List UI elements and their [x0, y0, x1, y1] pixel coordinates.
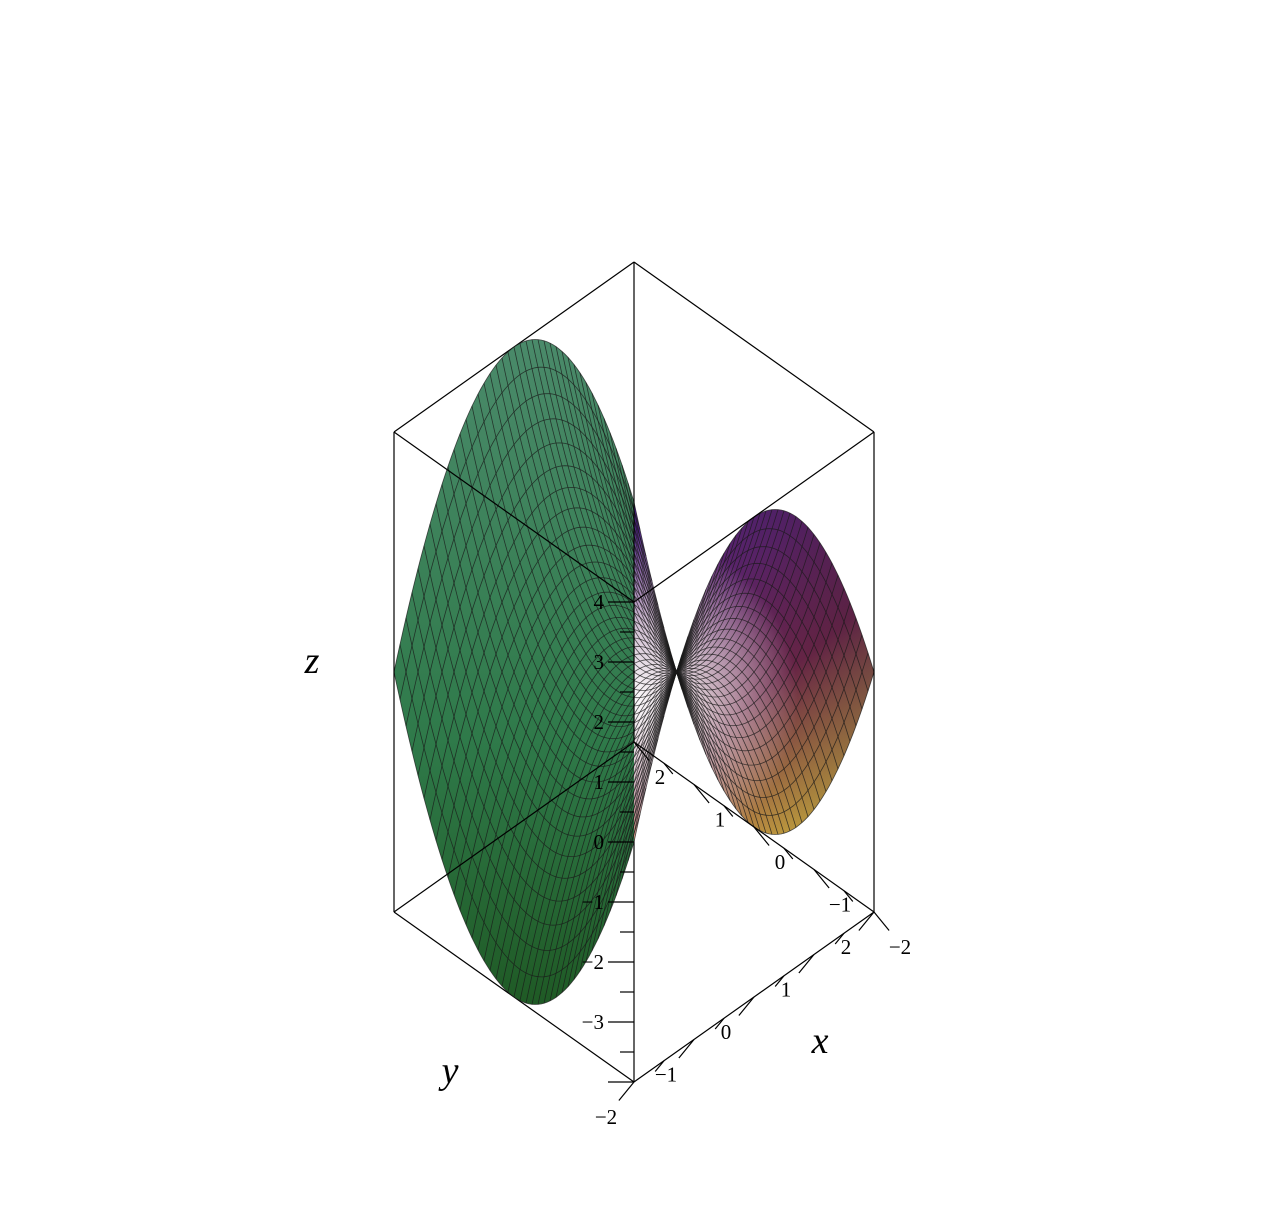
box-edge-front-0	[393, 431, 635, 603]
x-tick-minor	[843, 890, 854, 902]
y-tick-minor	[834, 932, 845, 945]
mesh-line-y	[429, 524, 671, 858]
z-tick-label: −3	[582, 1010, 604, 1034]
mesh-line-y	[543, 340, 785, 674]
y-tick-major	[618, 1081, 635, 1101]
y-tick-minor	[654, 1060, 665, 1072]
mesh-line-y	[609, 432, 851, 766]
mesh-line-y	[393, 671, 635, 1005]
z-tick-label: −2	[582, 950, 604, 974]
mesh-line-y	[453, 449, 695, 783]
mesh-line-y	[483, 383, 725, 717]
x-tick-major	[813, 869, 830, 889]
y-tick-major	[678, 1039, 695, 1059]
y-tick-label: 2	[841, 935, 852, 959]
y-tick-label: 0	[721, 1020, 732, 1044]
box-edge-front-5	[393, 741, 635, 913]
mesh-line-y	[459, 433, 701, 767]
y-tick-major	[738, 996, 755, 1016]
mesh-line-y	[465, 419, 707, 753]
x-tick-label: −1	[829, 893, 851, 917]
x-tick-major	[873, 911, 890, 931]
y-axis-label: y	[438, 1050, 459, 1092]
x-axis-label: x	[811, 1020, 829, 1062]
x-tick-major	[693, 784, 710, 804]
x-tick-label: 2	[655, 765, 666, 789]
axes: −3 −2 −1 0 1 2 3 4 −2 −1 0 1 2 −2 −1 0 1 2	[582, 590, 912, 1129]
mesh-line-y	[507, 351, 749, 685]
mesh-line-y	[603, 418, 845, 752]
surface-mesh	[393, 339, 875, 1005]
y-tick-major	[798, 954, 815, 974]
mesh-line-y	[405, 617, 647, 951]
x-tick-minor	[663, 762, 674, 775]
x-tick-major	[633, 741, 650, 761]
z-tick-label: 0	[594, 830, 605, 854]
x-tick-label: 1	[715, 808, 726, 832]
x-tick-minor	[723, 805, 734, 817]
mesh-line-y	[525, 340, 767, 674]
mesh-line-y	[549, 343, 791, 677]
x-tick-minor	[783, 847, 794, 860]
mesh-line-y	[597, 405, 839, 739]
z-tick-label: 2	[594, 710, 605, 734]
box-edge-front-1	[633, 431, 875, 603]
y-tick-label: −2	[595, 1105, 617, 1129]
mesh-line-y	[399, 644, 641, 978]
x-tick-label: 0	[775, 850, 786, 874]
mesh-line-y	[519, 343, 761, 677]
y-tick-label: 1	[781, 978, 792, 1002]
mesh-line-y	[573, 364, 815, 698]
y-tick-minor	[714, 1017, 725, 1030]
mesh-line-y	[567, 357, 809, 691]
mesh-line-y	[447, 466, 689, 800]
mesh-line-y	[579, 372, 821, 706]
mesh-line-y	[471, 406, 713, 740]
y-tick-minor	[774, 975, 785, 987]
mesh-line-y	[537, 339, 779, 673]
mesh-line-y	[495, 365, 737, 699]
z-tick-label: 3	[594, 650, 605, 674]
mesh-line-y	[531, 339, 773, 673]
z-axis-label: z	[304, 640, 320, 682]
y-tick-label: −1	[655, 1063, 677, 1087]
mesh-line-y	[627, 482, 869, 816]
mesh-line-y	[489, 373, 731, 707]
mesh-line-y	[423, 545, 665, 879]
x-tick-label: −2	[889, 935, 911, 959]
y-tick-major	[858, 911, 875, 931]
z-tick-label: −1	[582, 890, 604, 914]
x-tick-major	[753, 826, 770, 846]
box-edge-back-4	[633, 261, 875, 433]
z-tick-label: 4	[594, 590, 605, 614]
mesh-line-y	[501, 357, 743, 691]
mesh-line-y	[411, 592, 653, 926]
mesh-line-y	[621, 464, 863, 798]
mesh-line-y	[615, 448, 857, 782]
z-tick-label: 1	[594, 770, 605, 794]
mesh-line-y	[435, 503, 677, 837]
mesh-line-y	[417, 568, 659, 902]
mesh-line-y	[441, 484, 683, 818]
mesh-line-y	[591, 393, 833, 727]
mesh-line-y	[561, 351, 803, 685]
mesh-line-y	[585, 382, 827, 716]
